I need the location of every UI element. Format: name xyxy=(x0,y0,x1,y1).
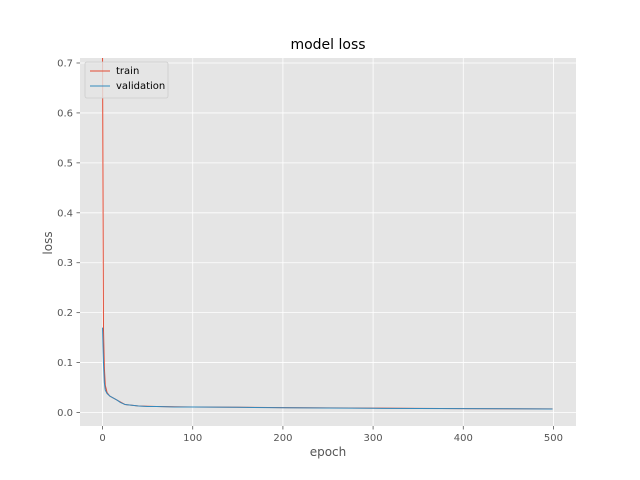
legend-validation-label: validation xyxy=(116,81,165,92)
series-line-validation xyxy=(102,327,553,410)
y-axis-label: loss xyxy=(41,231,55,254)
chart-title: model loss xyxy=(290,37,365,53)
x-tick-label: 100 xyxy=(183,433,202,444)
y-tick-label: 0.5 xyxy=(57,158,73,169)
x-tick-label: 300 xyxy=(364,433,383,444)
legend-train-label: train xyxy=(116,66,139,77)
x-tick-label: 0 xyxy=(99,433,105,444)
y-tick-label: 0.3 xyxy=(57,258,73,269)
y-tick-label: 0.1 xyxy=(57,358,73,369)
y-tick-label: 0.6 xyxy=(57,108,73,119)
x-tick-label: 500 xyxy=(544,433,563,444)
y-tick-label: 0.0 xyxy=(57,408,73,419)
x-tick-label: 400 xyxy=(454,433,473,444)
series-lines xyxy=(102,57,553,410)
y-tick-label: 0.7 xyxy=(57,58,73,69)
x-axis-ticks: 0 100 200 300 400 500 xyxy=(99,426,563,444)
grid-lines xyxy=(80,58,576,426)
x-axis-label: epoch xyxy=(310,445,347,459)
plot-area xyxy=(80,58,576,426)
legend: train validation xyxy=(84,61,169,99)
x-tick-label: 200 xyxy=(273,433,292,444)
y-axis-ticks: 0.0 0.1 0.2 0.3 0.4 0.5 0.6 0.7 xyxy=(57,58,80,419)
y-tick-label: 0.2 xyxy=(57,308,73,319)
y-tick-label: 0.4 xyxy=(57,208,73,219)
